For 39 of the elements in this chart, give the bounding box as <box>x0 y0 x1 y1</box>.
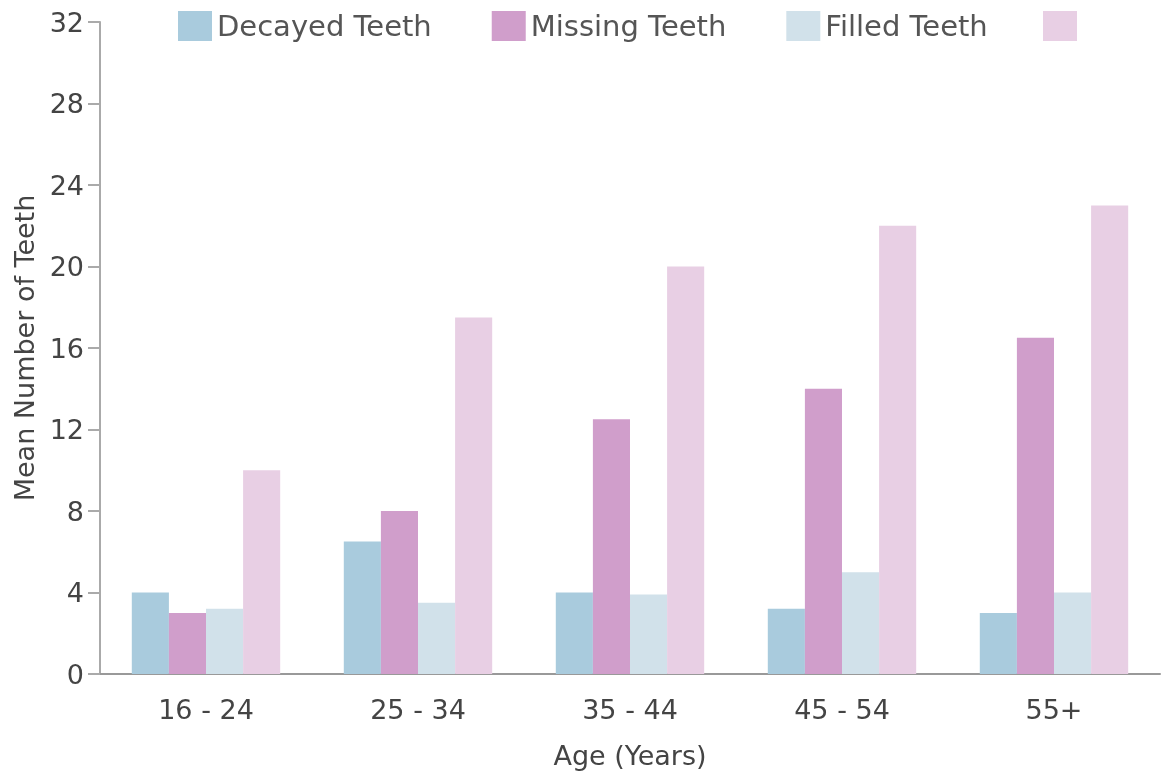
bar <box>1016 337 1054 674</box>
bar <box>979 612 1017 674</box>
y-tick-label: 20 <box>49 251 84 282</box>
bar <box>879 225 917 674</box>
bar <box>131 592 169 674</box>
legend-label: Missing Teeth <box>530 9 727 43</box>
bar <box>1091 205 1129 674</box>
bar <box>1054 592 1092 674</box>
y-tick-label: 0 <box>66 658 84 690</box>
bar <box>343 541 381 674</box>
y-tick-label: 28 <box>49 88 84 119</box>
y-tick-label: 4 <box>66 577 84 608</box>
bar <box>767 608 805 674</box>
legend-label: Decayed Teeth <box>217 9 432 43</box>
y-axis-title: Mean Number of Teeth <box>9 194 40 502</box>
legend-label: Filled Teeth <box>825 9 988 43</box>
bar <box>555 592 593 674</box>
x-axis-title: Age (Years) <box>553 740 707 771</box>
bar <box>206 608 244 674</box>
bar <box>667 266 705 674</box>
x-tick-label: 35 - 44 <box>582 694 678 725</box>
bar <box>243 470 281 674</box>
bar <box>842 572 880 674</box>
bar <box>592 419 630 674</box>
bar <box>418 602 456 674</box>
x-tick-label: 25 - 34 <box>370 694 466 725</box>
y-tick-label: 12 <box>49 414 84 445</box>
bar <box>804 388 842 674</box>
bar <box>380 511 418 674</box>
y-tick-label: 32 <box>49 6 84 38</box>
x-tick-label: 16 - 24 <box>158 694 254 725</box>
bar <box>455 317 493 674</box>
x-tick-label: 45 - 54 <box>794 694 890 725</box>
bar <box>630 594 668 674</box>
y-tick-label: 16 <box>49 332 84 364</box>
y-tick-label: 8 <box>66 495 84 527</box>
y-tick-label: 24 <box>49 169 84 201</box>
x-tick-label: 55+ <box>1025 694 1083 725</box>
bar <box>168 612 206 674</box>
